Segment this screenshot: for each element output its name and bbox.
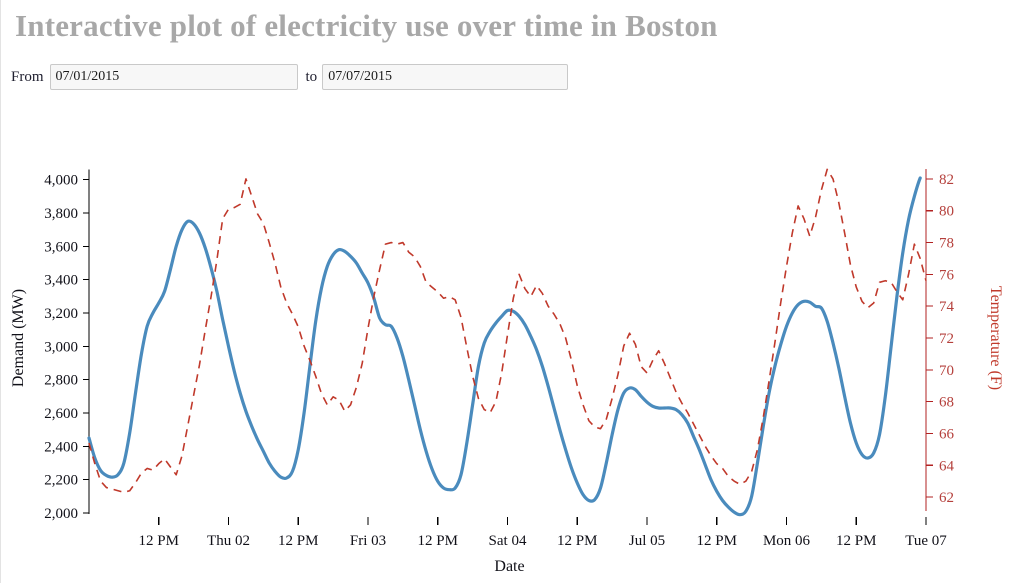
from-label: From <box>11 68 44 85</box>
left-axis-tick-label: 3,400 <box>44 273 78 289</box>
y2-axis-title: Temperature (F) <box>987 286 1004 390</box>
x-axis-tick-label: Mon 06 <box>763 533 811 549</box>
bottom-axis: 12 PM Thu 02 12 PM Fri 03 12 PM Sat 04 12 PM Ju… <box>139 517 947 549</box>
chart-series-group <box>87 168 927 517</box>
demand-series-line <box>87 176 922 517</box>
right-axis-tick-label: 62 <box>939 490 954 506</box>
right-axis-tick-label: 74 <box>939 299 955 315</box>
left-axis-tick-label: 3,800 <box>44 206 78 222</box>
left-axis-tick-label: 3,000 <box>44 339 78 355</box>
x-axis-tick-label: Tue 07 <box>905 533 947 549</box>
x-axis-tick-label: Sat 04 <box>489 533 527 549</box>
x-axis-tick-label: Thu 02 <box>207 533 250 549</box>
from-date-input[interactable] <box>49 64 298 90</box>
x-axis-tick-label: Jul 05 <box>629 533 665 549</box>
temperature-series-line <box>88 168 927 494</box>
right-axis-tick-label: 82 <box>939 172 954 188</box>
left-axis-tick-label: 3,600 <box>44 239 78 255</box>
axis-titles-group: Demand (MW) Temperature (F) Date <box>10 286 1004 575</box>
x-axis-tick-label: 12 PM <box>139 533 179 549</box>
to-date-input[interactable] <box>322 64 569 90</box>
right-axis-tick-label: 70 <box>939 363 954 379</box>
right-axis-tick-label: 76 <box>939 267 955 283</box>
right-axis: 62 64 66 68 70 72 74 76 78 80 82 <box>925 168 955 512</box>
x-axis-tick-label: 12 PM <box>697 533 737 549</box>
to-label: to <box>305 68 318 85</box>
left-axis-tick-label: 2,600 <box>44 406 78 422</box>
right-axis-tick-label: 64 <box>939 458 955 474</box>
left-axis-tick-label: 2,200 <box>44 473 78 489</box>
x-axis-title: Date <box>494 558 524 575</box>
left-axis-tick-label: 3,200 <box>44 306 78 322</box>
x-axis-tick-label: 12 PM <box>418 533 458 549</box>
left-axis-tick-label: 4,000 <box>44 173 78 189</box>
y-axis-title: Demand (MW) <box>10 289 27 387</box>
right-axis-tick-label: 66 <box>939 426 955 442</box>
right-axis-tick-label: 78 <box>939 236 954 252</box>
left-axis-tick-label: 2,800 <box>44 373 78 389</box>
right-axis-tick-label: 80 <box>939 204 954 220</box>
x-axis-tick-label: 12 PM <box>836 533 876 549</box>
right-axis-tick-label: 68 <box>939 395 954 411</box>
page-title: Interactive plot of electricity use over… <box>15 8 718 43</box>
left-axis-tick-label: 2,400 <box>44 439 78 455</box>
chart-container[interactable]: 2,000 2,200 2,400 2,600 2,800 3,000 3,200 3,400… <box>1 110 1010 583</box>
left-axis-tick-label: 2,000 <box>44 506 78 522</box>
electricity-demand-temperature-chart[interactable]: 2,000 2,200 2,400 2,600 2,800 3,000 3,200 3,400… <box>1 110 1010 583</box>
right-axis-tick-label: 72 <box>939 331 954 347</box>
x-axis-tick-label: 12 PM <box>278 533 318 549</box>
left-axis: 2,000 2,200 2,400 2,600 2,800 3,000 3,200 3,400… <box>44 169 90 522</box>
x-axis-tick-label: Fri 03 <box>350 533 386 549</box>
date-range-controls: From to <box>11 64 569 90</box>
x-axis-tick-label: 12 PM <box>557 533 597 549</box>
